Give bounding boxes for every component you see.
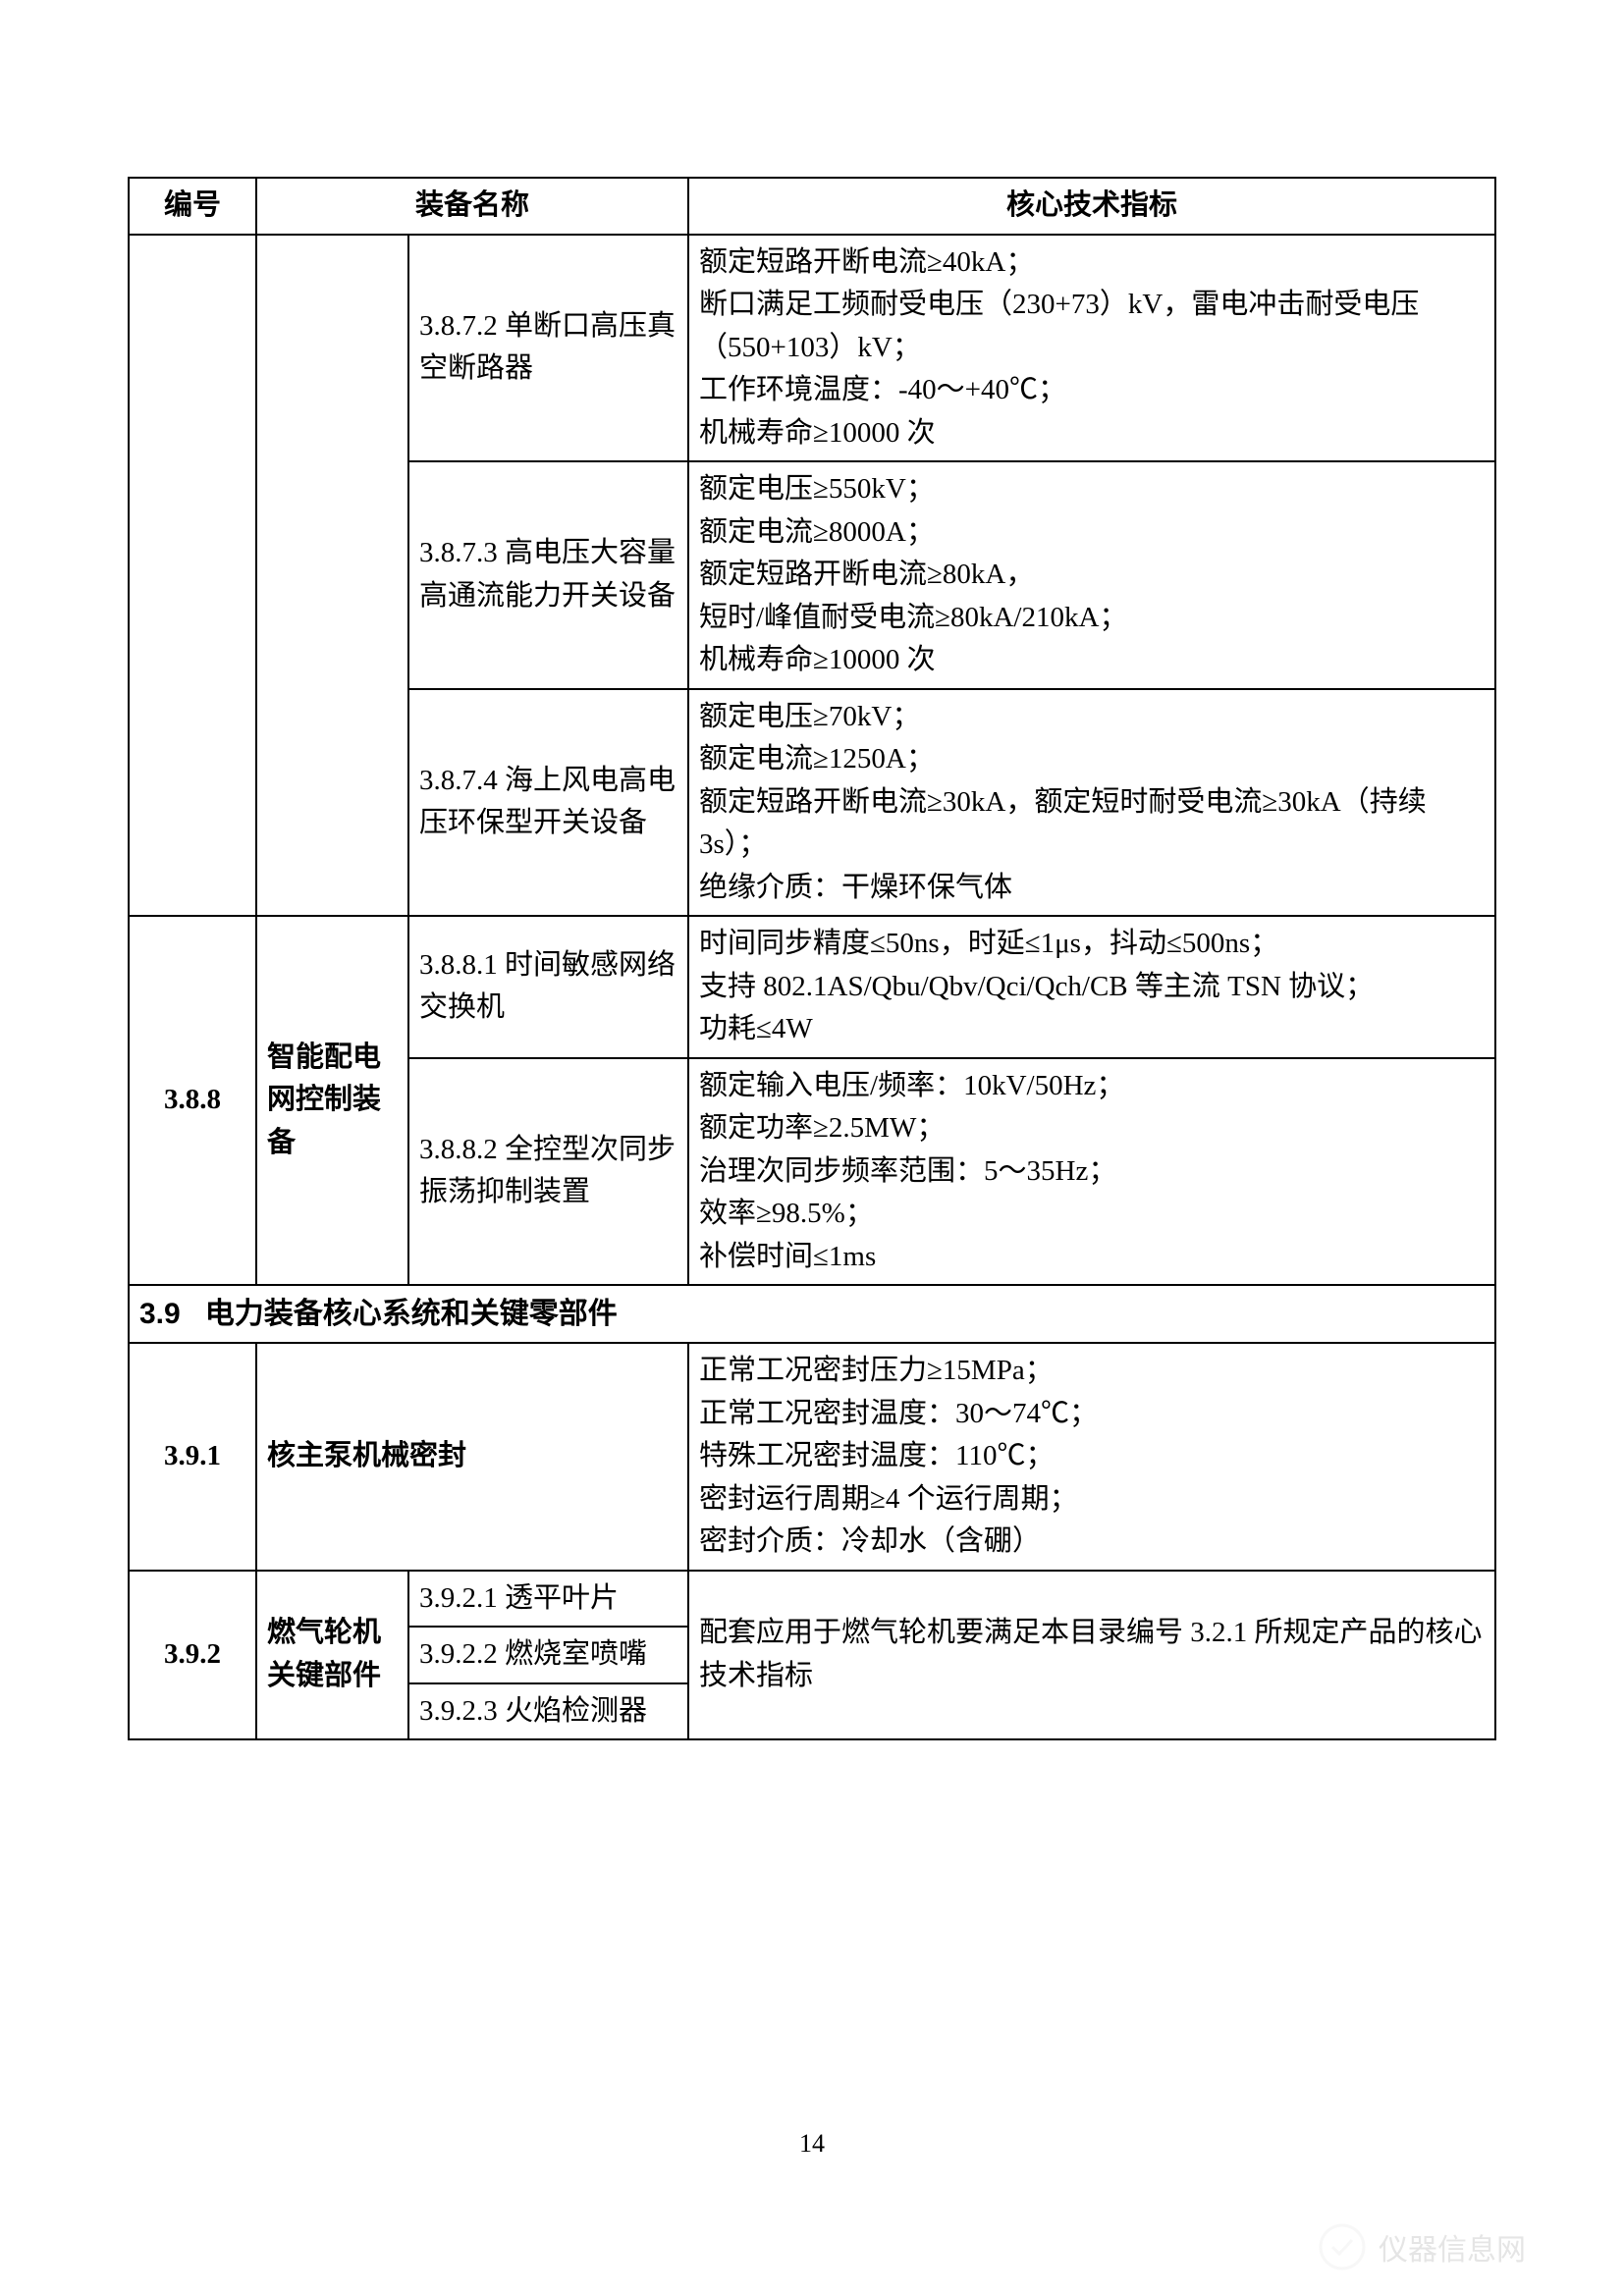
cell-num: 3.9.1 xyxy=(129,1343,256,1571)
cell-num: 3.9.2 xyxy=(129,1571,256,1740)
cell-num-empty xyxy=(129,235,256,917)
section-header: 3.9 电力装备核心系统和关键零部件 xyxy=(129,1285,1495,1343)
cell-sub: 3.8.8.2 全控型次同步振荡抑制装置 xyxy=(408,1058,688,1286)
cell-spec: 正常工况密封压力≥15MPa； 正常工况密封温度：30～74℃； 特殊工况密封温… xyxy=(688,1343,1495,1571)
header-num: 编号 xyxy=(129,178,256,235)
cell-spec: 额定电压≥70kV； 额定电流≥1250A； 额定短路开断电流≥30kA，额定短… xyxy=(688,689,1495,917)
cell-sub: 3.9.2.1 透平叶片 xyxy=(408,1571,688,1628)
cell-cat-empty xyxy=(256,235,408,917)
cell-sub: 3.8.8.1 时间敏感网络交换机 xyxy=(408,916,688,1058)
cell-sub: 3.9.2.3 火焰检测器 xyxy=(408,1683,688,1740)
cell-num: 3.8.8 xyxy=(129,916,256,1285)
watermark: 仪器信息网 xyxy=(1318,2222,1526,2271)
spec-table: 编号 装备名称 核心技术指标 3.8.7.2 单断口高压真空断路器 额定短路开断… xyxy=(128,177,1496,1740)
cell-sub: 3.8.7.4 海上风电高电压环保型开关设备 xyxy=(408,689,688,917)
cell-sub: 3.8.7.2 单断口高压真空断路器 xyxy=(408,235,688,462)
table-row: 3.9.1 核主泵机械密封 正常工况密封压力≥15MPa； 正常工况密封温度：3… xyxy=(129,1343,1495,1571)
header-name: 装备名称 xyxy=(256,178,688,235)
watermark-icon xyxy=(1318,2222,1367,2271)
cell-spec: 配套应用于燃气轮机要满足本目录编号 3.2.1 所规定产品的核心技术指标 xyxy=(688,1571,1495,1740)
header-spec: 核心技术指标 xyxy=(688,178,1495,235)
section-title: 电力装备核心系统和关键零部件 xyxy=(205,1298,618,1330)
cell-cat: 燃气轮机关键部件 xyxy=(256,1571,408,1740)
cell-cat: 智能配电网控制装备 xyxy=(256,916,408,1285)
section-row: 3.9 电力装备核心系统和关键零部件 xyxy=(129,1285,1495,1343)
cell-spec: 额定电压≥550kV； 额定电流≥8000A； 额定短路开断电流≥80kA， 短… xyxy=(688,461,1495,689)
section-num: 3.9 xyxy=(139,1298,181,1330)
cell-spec: 时间同步精度≤50ns，时延≤1μs，抖动≤500ns； 支持 802.1AS/… xyxy=(688,916,1495,1058)
cell-sub: 3.9.2.2 燃烧室喷嘴 xyxy=(408,1627,688,1683)
cell-cat: 核主泵机械密封 xyxy=(256,1343,688,1571)
table-row: 3.8.7.2 单断口高压真空断路器 额定短路开断电流≥40kA； 断口满足工频… xyxy=(129,235,1495,462)
cell-spec: 额定输入电压/频率：10kV/50Hz； 额定功率≥2.5MW； 治理次同步频率… xyxy=(688,1058,1495,1286)
table-row: 3.8.8 智能配电网控制装备 3.8.8.1 时间敏感网络交换机 时间同步精度… xyxy=(129,916,1495,1058)
cell-spec: 额定短路开断电流≥40kA； 断口满足工频耐受电压（230+73）kV，雷电冲击… xyxy=(688,235,1495,462)
header-row: 编号 装备名称 核心技术指标 xyxy=(129,178,1495,235)
cell-sub: 3.8.7.3 高电压大容量高通流能力开关设备 xyxy=(408,461,688,689)
table-row: 3.9.2 燃气轮机关键部件 3.9.2.1 透平叶片 配套应用于燃气轮机要满足… xyxy=(129,1571,1495,1628)
watermark-text: 仪器信息网 xyxy=(1379,2225,1526,2269)
page-number: 14 xyxy=(799,2129,825,2159)
